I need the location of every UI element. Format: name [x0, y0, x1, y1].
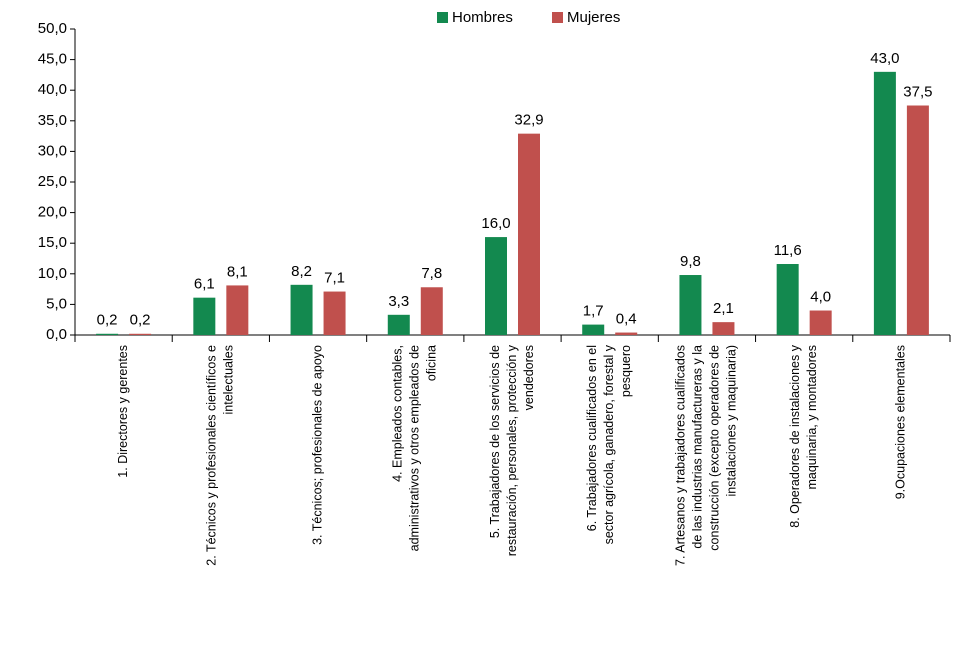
x-tick-label: 5. Trabajadores de los servicios de — [488, 345, 502, 538]
y-tick-label: 0,0 — [46, 326, 67, 343]
bar — [193, 297, 216, 335]
x-tick-label: sector agrícola, ganadero, forestal y — [602, 344, 616, 544]
bar — [776, 264, 799, 335]
bar — [712, 322, 735, 335]
value-label: 8,1 — [227, 263, 248, 280]
legend-label: Hombres — [452, 9, 513, 26]
value-label: 6,1 — [194, 276, 215, 293]
y-tick-label: 40,0 — [38, 81, 67, 98]
x-tick-label: vendedores — [522, 345, 536, 410]
x-tick-label: 8. Operadores de instalaciones y — [788, 344, 802, 527]
x-tick-label: 3. Técnicos; profesionales de apoyo — [310, 345, 324, 545]
bar — [323, 291, 346, 335]
value-label: 1,7 — [583, 303, 604, 320]
value-label: 7,8 — [421, 265, 442, 282]
y-tick-label: 5,0 — [46, 295, 67, 312]
x-tick-label: intelectuales — [222, 345, 236, 415]
y-tick-label: 25,0 — [38, 173, 67, 190]
y-tick-label: 15,0 — [38, 234, 67, 251]
x-tick-label: 4. Empleados contables, — [391, 345, 405, 482]
y-tick-label: 20,0 — [38, 204, 67, 221]
bar — [290, 284, 313, 335]
x-tick-label: instalaciones y maquinaria) — [725, 345, 739, 496]
value-label: 3,3 — [388, 293, 409, 310]
value-label: 32,9 — [514, 112, 543, 129]
value-label: 4,0 — [810, 288, 831, 305]
x-tick-label: de las industrias manufactureras y la — [691, 345, 705, 549]
x-tick-label: 2. Técnicos y profesionales científicos … — [205, 345, 219, 566]
legend-swatch — [552, 12, 563, 23]
value-label: 0,2 — [130, 312, 151, 329]
bar — [96, 333, 119, 335]
bar — [387, 314, 410, 335]
x-tick-label: 1. Directores y gerentes — [116, 345, 130, 478]
bar — [906, 105, 929, 335]
bar — [873, 71, 896, 335]
bar — [129, 333, 152, 335]
legend-label: Mujeres — [567, 9, 620, 26]
x-tick-label: oficina — [425, 345, 439, 381]
bar — [485, 237, 507, 335]
value-label: 16,0 — [481, 215, 510, 232]
x-tick-label: administrativos y otros empleados de — [408, 345, 422, 551]
x-tick-label: restauración, personales, protección y — [505, 344, 519, 556]
x-tick-label: maquinaria, y montadores — [805, 345, 819, 490]
bar — [679, 275, 702, 335]
x-tick-label: 9.Ocupaciones elementales — [894, 345, 908, 499]
bar — [518, 133, 540, 335]
x-tick-label: 7. Artesanos y trabajadores cualificados — [674, 345, 688, 566]
value-label: 37,5 — [903, 83, 932, 100]
y-tick-label: 35,0 — [38, 112, 67, 129]
x-tick-label: 6. Trabajadores cualificados en el — [585, 345, 599, 531]
value-label: 8,2 — [291, 263, 312, 280]
y-tick-label: 10,0 — [38, 265, 67, 282]
value-label: 9,8 — [680, 253, 701, 270]
value-label: 0,2 — [97, 312, 118, 329]
value-label: 0,4 — [616, 311, 637, 328]
bar — [226, 285, 249, 335]
bar — [420, 287, 443, 335]
legend-swatch — [437, 12, 448, 23]
value-label: 2,1 — [713, 300, 734, 317]
y-tick-label: 50,0 — [38, 20, 67, 37]
y-tick-label: 30,0 — [38, 142, 67, 159]
value-label: 7,1 — [324, 270, 345, 287]
y-tick-label: 45,0 — [38, 51, 67, 68]
bar — [615, 332, 638, 335]
value-label: 11,6 — [774, 242, 802, 259]
bar — [582, 324, 605, 335]
x-tick-label: construcción (excepto operadores de — [708, 345, 722, 551]
bar — [809, 310, 832, 335]
value-label: 43,0 — [870, 50, 899, 67]
x-tick-label: pesquero — [619, 345, 633, 397]
